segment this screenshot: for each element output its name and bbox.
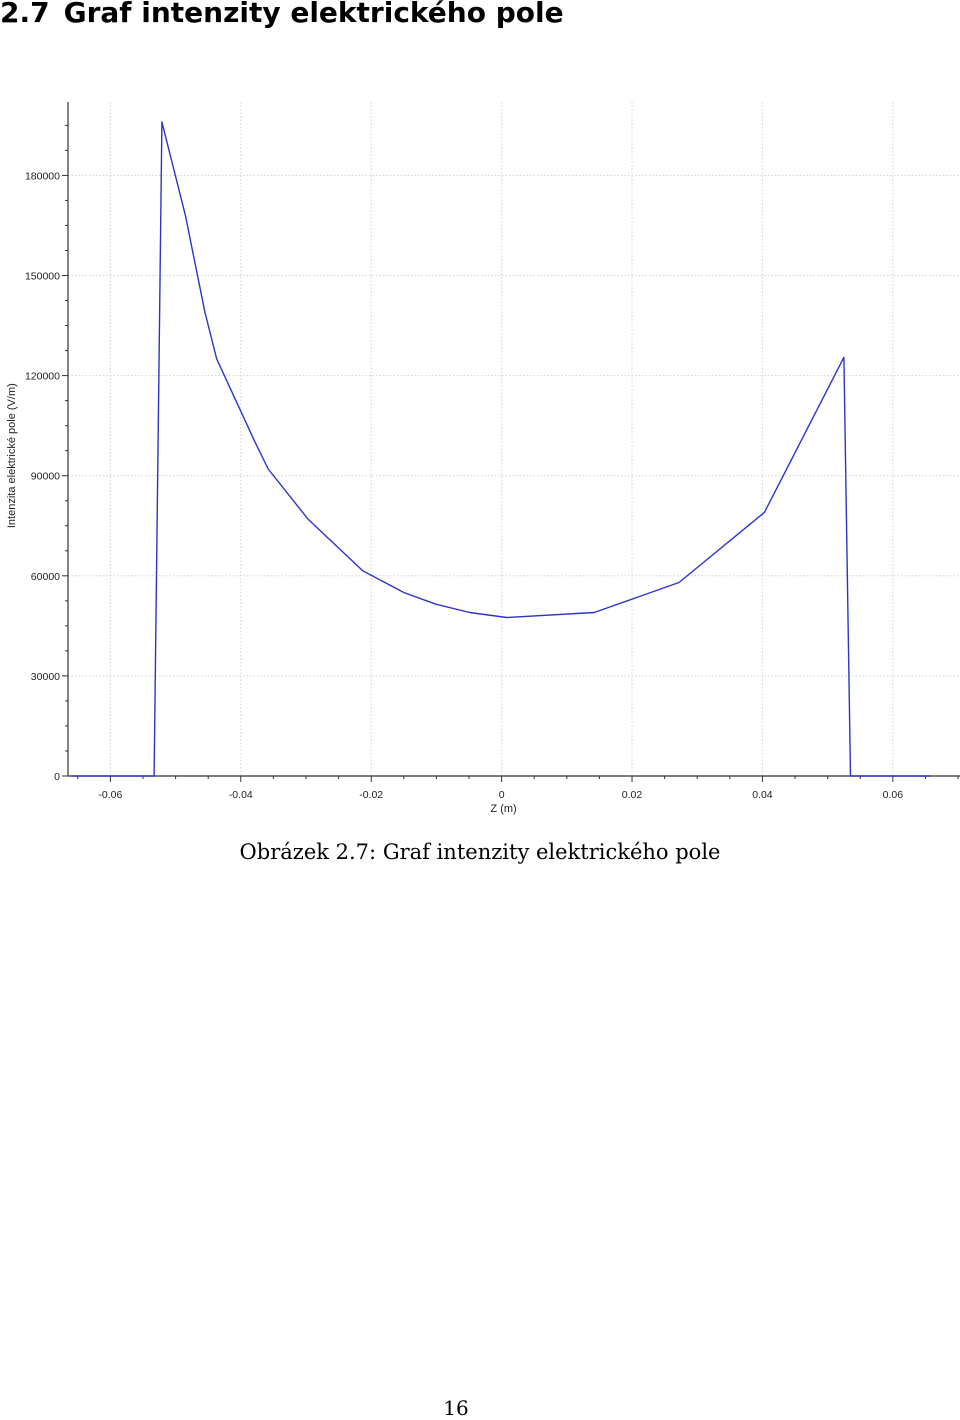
series-line-0	[71, 121, 931, 777]
page-number: 16	[443, 1396, 469, 1420]
y-tick-label: 30000	[31, 671, 60, 683]
tick-labels: -0.06 -0.04 -0.02 0 0.02 0.04 0.06 0 30000 60000 9…	[25, 170, 903, 801]
x-tick-label: -0.02	[359, 789, 383, 801]
y-tick-label: 150000	[25, 271, 60, 283]
tick-marks	[62, 124, 959, 782]
series-layer	[71, 121, 931, 777]
figure-caption: Obrázek 2.7: Graf intenzity elektrického…	[0, 840, 960, 864]
caption-text: Graf intenzity elektrického pole	[382, 840, 721, 864]
section-number: 2.7	[0, 0, 50, 29]
x-tick-label: 0.06	[883, 789, 904, 801]
axes	[67, 102, 960, 777]
y-axis-title: Intenzita elektrické pole (V/m)	[6, 383, 18, 528]
y-tick-label: 180000	[25, 170, 60, 182]
y-tick-label: 0	[54, 771, 60, 783]
section-heading: 2.7 Graf intenzity elektrického pole	[0, 0, 564, 29]
caption-prefix: Obrázek 2.7:	[239, 840, 377, 864]
grid-lines	[68, 102, 960, 776]
section-title: Graf intenzity elektrického pole	[63, 0, 564, 29]
x-axis-title: Z (m)	[490, 803, 516, 815]
x-tick-label: -0.06	[98, 789, 122, 801]
field-intensity-chart: -0.06 -0.04 -0.02 0 0.02 0.04 0.06 0 30000 60000 9…	[6, 102, 960, 815]
y-tick-label: 60000	[31, 571, 60, 583]
x-tick-label: 0	[499, 789, 505, 801]
x-tick-label: -0.04	[229, 789, 253, 801]
x-tick-label: 0.02	[622, 789, 643, 801]
chart-container: -0.06 -0.04 -0.02 0 0.02 0.04 0.06 0 30000 60000 9…	[0, 96, 960, 820]
y-tick-label: 90000	[31, 471, 60, 483]
y-tick-label: 120000	[25, 371, 60, 383]
x-tick-label: 0.04	[752, 789, 773, 801]
